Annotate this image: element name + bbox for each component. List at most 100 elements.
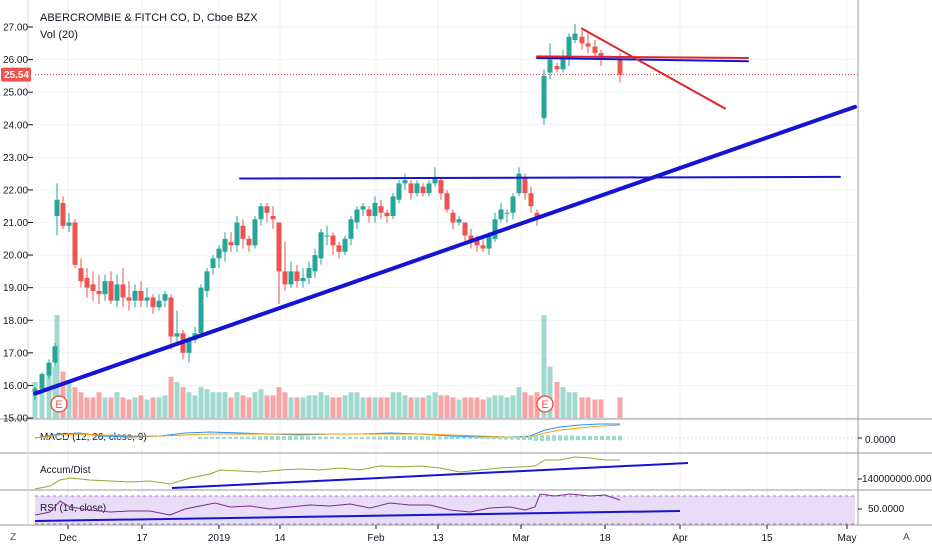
- macd-histogram-bar: [606, 435, 610, 441]
- candle-body: [168, 297, 174, 337]
- chart-title: ABERCROMBIE & FITCH CO, D, Cboe BZX: [40, 12, 258, 24]
- volume-bar: [222, 392, 228, 418]
- trend-line[interactable]: [536, 56, 749, 63]
- candle-body: [390, 196, 396, 216]
- macd-histogram-bar: [504, 436, 508, 440]
- price-tick-label: 18.00: [3, 316, 28, 327]
- macd-histogram-bar: [552, 435, 556, 441]
- volume-bar: [46, 371, 52, 418]
- candle-body: [102, 281, 108, 295]
- candle-body: [52, 346, 58, 363]
- candle-body: [294, 271, 300, 282]
- macd-histogram-bar: [546, 435, 550, 441]
- candle-body: [617, 59, 623, 75]
- candles: [32, 23, 623, 401]
- macd-pane[interactable]: MACD (12, 26, close, 9) 0.0000: [34, 423, 896, 446]
- last-price-value: 25.54: [4, 70, 29, 81]
- volume-bar: [288, 397, 294, 418]
- candle-body: [444, 193, 450, 210]
- candle-body: [468, 235, 474, 243]
- macd-histogram-bar: [396, 436, 400, 440]
- macd-histogram-bar: [354, 436, 358, 440]
- volume-bar: [486, 397, 492, 418]
- trend-line[interactable]: [239, 175, 841, 180]
- volume-bar: [96, 392, 102, 418]
- candle-body: [504, 212, 510, 214]
- accum-dist-trend-line[interactable]: [171, 462, 689, 489]
- volume-bar: [156, 397, 162, 418]
- time-tick-label: 18: [599, 533, 611, 544]
- earnings-marker[interactable]: [536, 395, 554, 413]
- volume-bar: [420, 397, 426, 418]
- volume-bar: [378, 397, 384, 418]
- candle-body: [420, 186, 426, 194]
- volume-bar: [450, 397, 456, 418]
- macd-signal-line: [34, 424, 621, 439]
- macd-histogram-bar: [522, 436, 526, 440]
- trend-lines[interactable]: [33, 27, 857, 396]
- candle-body: [198, 287, 204, 334]
- time-tick-label: 13: [432, 533, 444, 544]
- volume-bar: [192, 395, 198, 418]
- macd-histogram-bar: [294, 436, 298, 440]
- candle-body: [306, 268, 312, 278]
- candle-body: [39, 374, 45, 389]
- candle-body: [264, 206, 270, 213]
- candle-body: [354, 209, 360, 223]
- trend-line[interactable]: [33, 104, 857, 396]
- auto-scale-button[interactable]: A: [903, 532, 910, 543]
- volume-bar: [228, 397, 234, 418]
- macd-histogram-bar: [618, 435, 622, 441]
- macd-axis-value: 0.0000: [865, 435, 896, 446]
- accum-dist-pane[interactable]: Accum/Dist 140000000.0000: [34, 456, 932, 490]
- volume-bar: [396, 392, 402, 418]
- candle-body: [579, 36, 585, 44]
- candle-body: [492, 219, 498, 239]
- candle-body: [282, 271, 288, 285]
- rsi-pane[interactable]: RSI (14, close) 50.0000: [34, 493, 905, 525]
- macd-histogram-bar: [246, 436, 250, 440]
- volume-bar: [270, 395, 276, 418]
- macd-histogram-bar: [258, 436, 262, 440]
- macd-histogram-bar: [378, 436, 382, 440]
- macd-histogram-bar: [510, 436, 514, 440]
- candle-body: [438, 180, 444, 194]
- rsi-trend-line[interactable]: [34, 510, 681, 522]
- candle-body: [240, 225, 246, 239]
- zoom-icon[interactable]: Z: [10, 532, 16, 543]
- macd-histogram-bar: [222, 436, 226, 440]
- trend-line[interactable]: [536, 55, 749, 59]
- price-tick-label: 25.00: [3, 88, 28, 99]
- volume-bar: [336, 397, 342, 418]
- candle-body: [528, 193, 534, 207]
- candle-body: [360, 206, 366, 210]
- candle-body: [162, 294, 168, 301]
- volume-bar: [360, 397, 366, 418]
- time-axis[interactable]: Dec 17 2019 14 Feb 13 Mar 18 Apr 15 May: [59, 525, 856, 544]
- candle-body: [288, 271, 294, 285]
- macd-histogram-bar: [330, 436, 334, 440]
- candle-body: [516, 173, 522, 194]
- earnings-marker[interactable]: [50, 395, 68, 413]
- macd-histogram-bar: [462, 436, 466, 440]
- volume-bar: [264, 395, 270, 418]
- candle-body: [252, 219, 258, 246]
- candle-body: [408, 183, 414, 194]
- volume-bar: [144, 399, 150, 418]
- candle-body: [396, 183, 402, 200]
- volume-bar: [444, 395, 450, 418]
- macd-histogram-bar: [198, 436, 202, 440]
- volume-bar: [408, 397, 414, 418]
- macd-histogram-bar: [216, 436, 220, 440]
- volume-bar: [572, 392, 578, 418]
- price-axis[interactable]: 27.00 26.00 25.00 24.00 23.00 22.00 21.00 20.00…: [3, 23, 33, 425]
- time-tick-label: 2019: [208, 533, 231, 544]
- candle-body: [486, 235, 492, 249]
- volume-bar: [528, 395, 534, 418]
- trend-line[interactable]: [581, 27, 726, 110]
- candle-body: [498, 209, 504, 220]
- volume-bar: [276, 387, 282, 418]
- volume-bar: [579, 397, 585, 418]
